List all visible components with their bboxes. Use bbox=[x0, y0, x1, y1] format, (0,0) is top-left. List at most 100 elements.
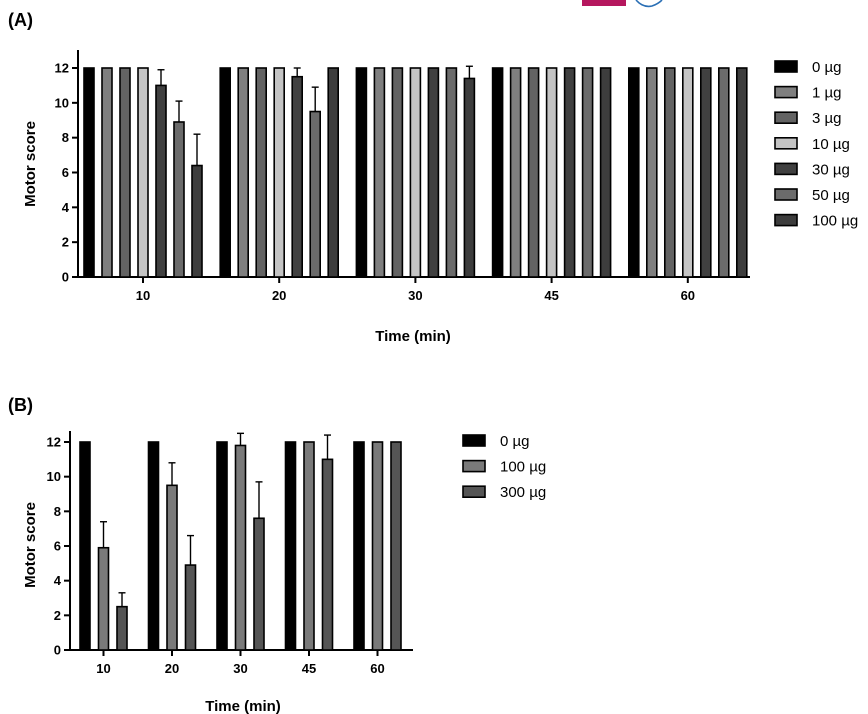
panel-a-y-tick-label: 8 bbox=[62, 130, 69, 145]
panel-a-bar bbox=[563, 67, 576, 278]
panel-b-bar bbox=[353, 441, 365, 651]
panel-a-label: (A) bbox=[8, 10, 33, 30]
panel-b-bar bbox=[184, 564, 197, 651]
panel-a-bar bbox=[327, 67, 340, 278]
panel-a-legend-label: 30 µg bbox=[812, 161, 850, 178]
panel-a-legend-label: 3 µg bbox=[812, 110, 842, 127]
panel-a-x-axis-title: Time (min) bbox=[375, 328, 451, 345]
logo-book-icon bbox=[635, 0, 663, 8]
panel-a-bar bbox=[119, 67, 131, 278]
panel-b-y-tick-label: 12 bbox=[47, 435, 61, 450]
panel-a-bar bbox=[445, 67, 458, 278]
panel-a-legend-label: 50 µg bbox=[812, 187, 850, 204]
panel-a-bar bbox=[219, 67, 231, 278]
panel-b-bar bbox=[166, 484, 178, 651]
panel-b-y-tick-label: 8 bbox=[54, 504, 61, 519]
panel-a-bar bbox=[717, 67, 730, 278]
panel-b-x-tick-label: 45 bbox=[302, 661, 316, 676]
panel-b-y-tick-label: 2 bbox=[54, 608, 61, 623]
panel-b-legend-label: 0 µg bbox=[500, 433, 530, 450]
panel-b-legend: 0 µg 100 µg 300 µg bbox=[462, 433, 546, 501]
panel-a-bar bbox=[627, 67, 640, 278]
panel-a-bar bbox=[509, 67, 522, 278]
panel-b-y-tick-label: 10 bbox=[47, 469, 61, 484]
panel-a-legend-swatch bbox=[774, 111, 798, 124]
panel-b-legend-swatch bbox=[462, 485, 486, 499]
panel-a-bar bbox=[191, 164, 203, 278]
panel-a-legend-label: 1 µg bbox=[812, 85, 842, 102]
panel-a-legend-label: 10 µg bbox=[812, 136, 850, 153]
panel-a-legend-swatch bbox=[774, 85, 798, 99]
panel-a-legend: 0 µg 1 µg 3 µg 10 µg 30 µg 50 µg 100 µg bbox=[774, 59, 858, 230]
panel-a-bar bbox=[645, 67, 658, 278]
panel-b-bar bbox=[303, 441, 315, 651]
panel-a-bar bbox=[309, 110, 322, 278]
panel-a-bar bbox=[237, 67, 249, 278]
panel-a-y-tick-label: 10 bbox=[55, 95, 69, 110]
panel-b-x-tick-label: 20 bbox=[165, 661, 179, 676]
panel-a-y-tick-label: 2 bbox=[62, 235, 69, 250]
panel-a-bar bbox=[681, 67, 694, 278]
panel-a-y-axis-title: Motor score bbox=[22, 121, 39, 207]
panel-b-label: (B) bbox=[8, 395, 33, 415]
panel-a-bar bbox=[599, 67, 612, 278]
panel-b-bar bbox=[116, 605, 128, 651]
panel-a-bar bbox=[137, 67, 149, 278]
panel-b-bar bbox=[216, 441, 228, 651]
panel-a-y-tick-label: 12 bbox=[55, 61, 69, 76]
panel-b-y-axis-title: Motor score bbox=[22, 502, 39, 588]
panel-a-y-tick-label: 0 bbox=[62, 270, 69, 285]
panel-a-x-tick-label: 10 bbox=[136, 288, 150, 303]
panel-b-bar bbox=[371, 441, 384, 651]
panel-a-bar bbox=[491, 67, 504, 278]
panel-a-bar bbox=[581, 67, 594, 278]
panel-b-bar bbox=[79, 441, 91, 651]
panel-a-legend-label: 0 µg bbox=[812, 59, 842, 76]
panel-a-bar bbox=[373, 67, 386, 278]
panel-b-bar bbox=[321, 458, 334, 651]
logo-magenta-block bbox=[582, 0, 626, 6]
panel-b-bar bbox=[234, 444, 247, 651]
panel-a-y-tick-label: 4 bbox=[62, 200, 70, 215]
panel-a-legend-swatch bbox=[774, 137, 798, 150]
panel-a-bar bbox=[391, 67, 404, 278]
panel-b-x-tick-label: 60 bbox=[370, 661, 384, 676]
panel-a-bar bbox=[291, 75, 304, 278]
panel-b-y-tick-label: 6 bbox=[54, 539, 61, 554]
panel-a-bar bbox=[83, 67, 95, 278]
panel-a-bar bbox=[155, 84, 167, 278]
panel-b-bar bbox=[390, 441, 402, 651]
panel-b-bar bbox=[97, 546, 110, 651]
panel-b-chart: (B) 0 2 4 6 8 10 12 10 20 30 45 60 0 µg 100 µg 300 µg… bbox=[8, 395, 546, 714]
panel-b-x-tick-label: 30 bbox=[233, 661, 247, 676]
panel-b-legend-swatch bbox=[462, 434, 486, 447]
panel-a-bar bbox=[101, 67, 113, 278]
panel-a-chart: (A) 0 2 4 6 8 10 12 10 20 30 45 60 0 µg 1 µg 3 µg 10 µ… bbox=[8, 10, 858, 345]
panel-a-legend-swatch bbox=[774, 188, 798, 201]
panel-a-bar bbox=[463, 77, 476, 278]
panel-a-y-tick-label: 6 bbox=[62, 165, 69, 180]
panel-a-bar bbox=[173, 121, 185, 278]
panel-b-bar bbox=[253, 517, 265, 651]
panel-b-bar bbox=[147, 441, 160, 651]
panel-b-y-tick-label: 0 bbox=[54, 643, 61, 658]
panel-b-plot-area: 0 2 4 6 8 10 12 10 20 30 45 60 bbox=[47, 431, 413, 676]
journal-logo bbox=[582, 0, 663, 8]
panel-a-legend-swatch bbox=[774, 60, 798, 73]
panel-a-bar bbox=[427, 67, 440, 278]
panel-a-bar bbox=[663, 67, 676, 278]
panel-a-x-tick-label: 30 bbox=[408, 288, 422, 303]
panel-a-legend-swatch bbox=[774, 213, 798, 227]
panel-b-x-axis-title: Time (min) bbox=[205, 698, 281, 714]
panel-a-bar bbox=[527, 67, 540, 278]
panel-a-plot-area: 0 2 4 6 8 10 12 10 20 30 45 60 bbox=[55, 50, 750, 303]
panel-b-bar bbox=[284, 441, 297, 651]
panel-a-bar bbox=[735, 67, 748, 278]
panel-a-bar bbox=[273, 67, 286, 278]
panel-a-bar bbox=[545, 67, 558, 278]
panel-a-legend-swatch bbox=[774, 162, 798, 176]
panel-a-bar bbox=[255, 67, 268, 278]
panel-b-y-tick-label: 4 bbox=[54, 573, 62, 588]
panel-a-bar bbox=[409, 67, 422, 278]
